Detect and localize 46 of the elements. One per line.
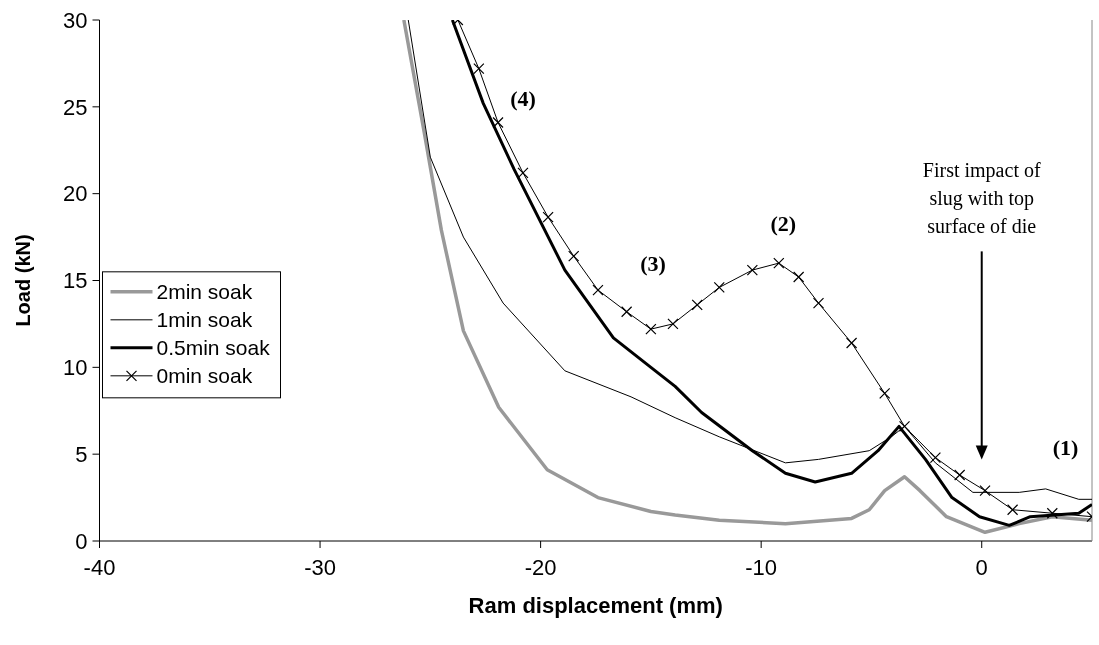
point: [713, 281, 725, 294]
annotation: (1): [1052, 434, 1079, 460]
annotation: First impact of slug with top surface of die: [922, 159, 1041, 238]
point: [667, 318, 679, 330]
point: [592, 284, 604, 296]
point: [845, 337, 858, 349]
annotation: (3): [640, 250, 666, 276]
annotation: (4): [510, 85, 536, 111]
point: [773, 257, 785, 269]
point: [1046, 507, 1058, 519]
point: [929, 452, 942, 464]
point: [954, 469, 966, 481]
x-axis-title: Ram displacement (mm): [468, 593, 723, 618]
point: [879, 387, 891, 399]
point: [979, 485, 991, 497]
legend-label: 1min soak: [156, 308, 253, 332]
point: [812, 297, 825, 309]
legend-label: 0min soak: [156, 364, 253, 388]
annotation: (2): [770, 210, 797, 236]
point: [517, 167, 529, 179]
y-axis-title: Load (kN): [12, 234, 34, 327]
y-tick-label: 10: [63, 355, 88, 381]
y-tick-label: 15: [63, 268, 88, 294]
x-tick-label: -30: [304, 555, 336, 580]
y-tick-label: 30: [63, 7, 88, 33]
y-tick-label: 25: [63, 94, 88, 120]
point: [1007, 504, 1019, 516]
x-tick-label: -40: [83, 555, 116, 580]
x-tick-label: 0: [975, 555, 988, 580]
point: [568, 250, 580, 262]
point: [746, 264, 758, 276]
legend-label: 2min soak: [156, 280, 253, 304]
point: [542, 211, 554, 223]
point: [898, 420, 911, 432]
point: [473, 63, 485, 75]
y-tick-label: 20: [63, 181, 88, 207]
y-tick-label: 0: [75, 528, 88, 554]
legend-label: 0.5min soak: [156, 336, 271, 360]
point: [691, 299, 703, 311]
x-tick-label: -20: [524, 555, 557, 580]
point: [793, 271, 805, 283]
point: [492, 116, 504, 129]
x-tick-label: -10: [745, 555, 778, 580]
point: [645, 323, 657, 335]
y-tick-label: 5: [75, 441, 88, 467]
point: [621, 306, 633, 318]
